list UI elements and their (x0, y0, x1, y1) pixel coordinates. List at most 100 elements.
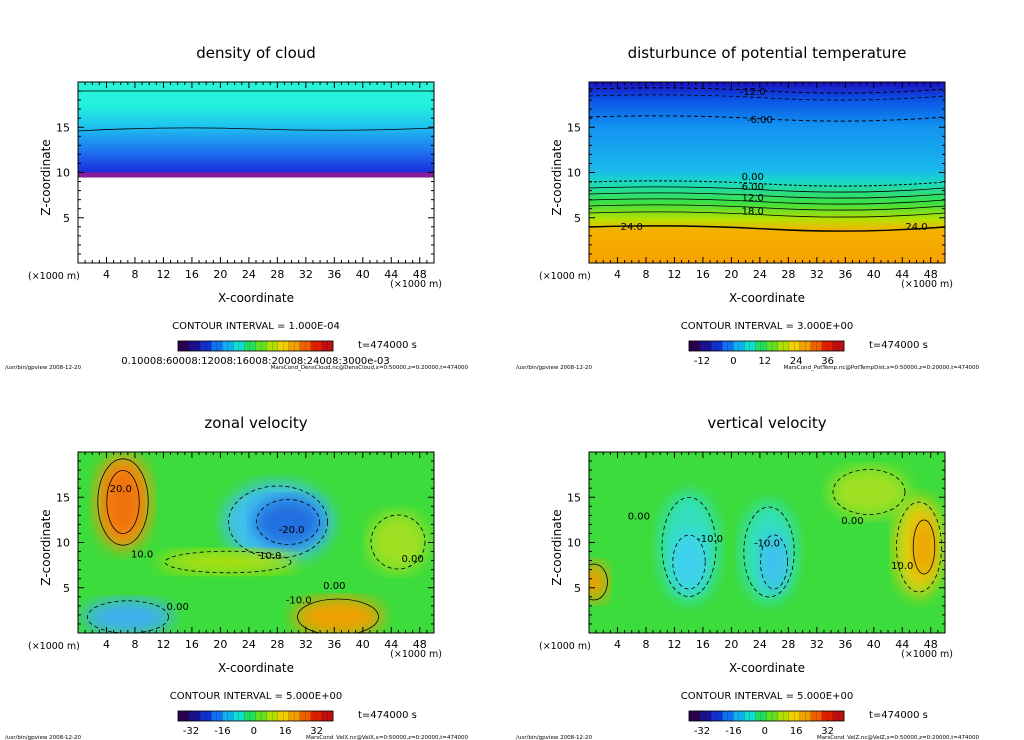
colorbar-cell (244, 340, 248, 352)
colorbar-cell (705, 340, 709, 352)
x-unit-label: (×1000 m) (390, 649, 442, 660)
colorbar-cell (277, 710, 281, 722)
colorbar-cell (736, 711, 740, 721)
colorbar-cell (216, 710, 220, 722)
colorbar-cell (327, 340, 331, 352)
x-tick-label: 28 (270, 268, 284, 281)
colorbar-cell (258, 341, 262, 351)
colorbar-cell (280, 341, 284, 351)
colorbar-tick-label: 0 (251, 726, 257, 737)
colorbar-cell (236, 711, 240, 721)
colorbar-cell (272, 710, 276, 722)
colorbar-cell (291, 341, 295, 351)
contour-line (228, 485, 328, 559)
colorbar-cell (716, 710, 720, 722)
x-tick-label: 36 (327, 268, 341, 281)
colorbar-cell (186, 341, 190, 351)
colorbar-tick-label: -32 (694, 726, 710, 737)
colorbar-cell (722, 710, 726, 722)
colorbar-cell (302, 711, 306, 721)
colorbar-frame (177, 340, 334, 352)
colorbar-cell (702, 341, 706, 351)
colorbar-cell (791, 341, 795, 351)
field-region (158, 550, 298, 574)
x-tick-label: 40 (867, 268, 881, 281)
colorbar-cell (180, 711, 184, 721)
contour-line (672, 534, 706, 590)
colorbar-cell (771, 340, 776, 352)
colorbar-cell (796, 711, 801, 721)
colorbar-cell (733, 340, 737, 352)
colorbar-cell (200, 710, 204, 722)
x-tick-label: 8 (131, 268, 138, 281)
colorbar-cell (216, 340, 220, 352)
y-axis-title: Z-coordinate (39, 139, 53, 215)
time-label: t=474000 s (869, 710, 928, 721)
colorbar-cell (830, 711, 834, 721)
footer-program: /usr/bin/gpview 2008-12-20 (516, 365, 593, 371)
x-axis-title: X-coordinate (218, 291, 294, 305)
colorbar-cell (769, 341, 773, 351)
colorbar-cell (319, 711, 323, 721)
contour-line (589, 198, 945, 205)
x-tick-label: 48 (924, 638, 938, 651)
contour-label: 6.00 (742, 182, 764, 193)
colorbar-cell (708, 341, 712, 351)
colorbar-cell (697, 341, 701, 351)
colorbar-cell (711, 710, 715, 722)
colorbar-cell (794, 710, 798, 722)
time-label: t=474000 s (358, 710, 417, 721)
contour-label: 0.00 (628, 511, 650, 522)
x-unit-label: (×1000 m) (901, 279, 953, 290)
colorbar-tick-label: 32 (821, 726, 834, 737)
contour-line (589, 204, 945, 211)
contour-label: -12.0 (740, 87, 766, 98)
colorbar-tick-label: 16 (790, 726, 803, 737)
colorbar-cell (722, 340, 726, 352)
colorbar-cell (802, 341, 806, 351)
y-axis-title: Z-coordinate (39, 509, 53, 585)
colorbar-cell (249, 710, 254, 722)
contour-line (589, 180, 945, 187)
colorbar-cell (799, 340, 803, 352)
colorbar-cell (238, 710, 243, 722)
field-region (589, 562, 609, 602)
contour-label: 0.00 (323, 581, 345, 592)
colorbar-cell (791, 711, 795, 721)
colorbar-cell (316, 340, 320, 352)
colorbar-cell (200, 340, 204, 352)
contour-label: 24.0 (905, 222, 927, 233)
colorbar-cell (805, 340, 809, 352)
colorbar-cell (708, 711, 712, 721)
y-tick-label: 5 (63, 582, 70, 595)
x-tick-label: 12 (667, 268, 681, 281)
contour-line (97, 458, 149, 546)
field-region (759, 532, 789, 592)
colorbar-cell (774, 341, 778, 351)
x-axis-title: X-coordinate (729, 661, 805, 675)
x-unit-label: (×1000 m) (901, 649, 953, 660)
colorbar-cell (310, 710, 315, 722)
colorbar-cell (283, 710, 287, 722)
footer-source: MarsCond_VelX.nc@VelX,x=0:50000,z=0:2000… (306, 735, 469, 740)
x-tick-label: 16 (696, 638, 710, 651)
colorbar-cell (197, 711, 201, 721)
contour-line (589, 87, 945, 94)
colorbar-cell (255, 710, 259, 722)
colorbar-cell (713, 341, 717, 351)
contour-line (661, 497, 717, 597)
colorbar-cell (191, 341, 195, 351)
colorbar-cell (783, 710, 787, 722)
colorbar-cell (711, 340, 715, 352)
contour-label: -10.0 (697, 534, 723, 545)
contour-label: 10.0 (891, 561, 913, 572)
contour-interval: CONTOUR INTERVAL = 3.000E+00 (681, 321, 853, 332)
colorbar-cell (213, 341, 218, 351)
colorbar-tick-label: 12 (758, 356, 771, 367)
x-tick-label: 20 (724, 638, 738, 651)
colorbar-cell (211, 340, 215, 352)
x-tick-label: 16 (185, 638, 199, 651)
colorbar-cell (788, 710, 792, 722)
